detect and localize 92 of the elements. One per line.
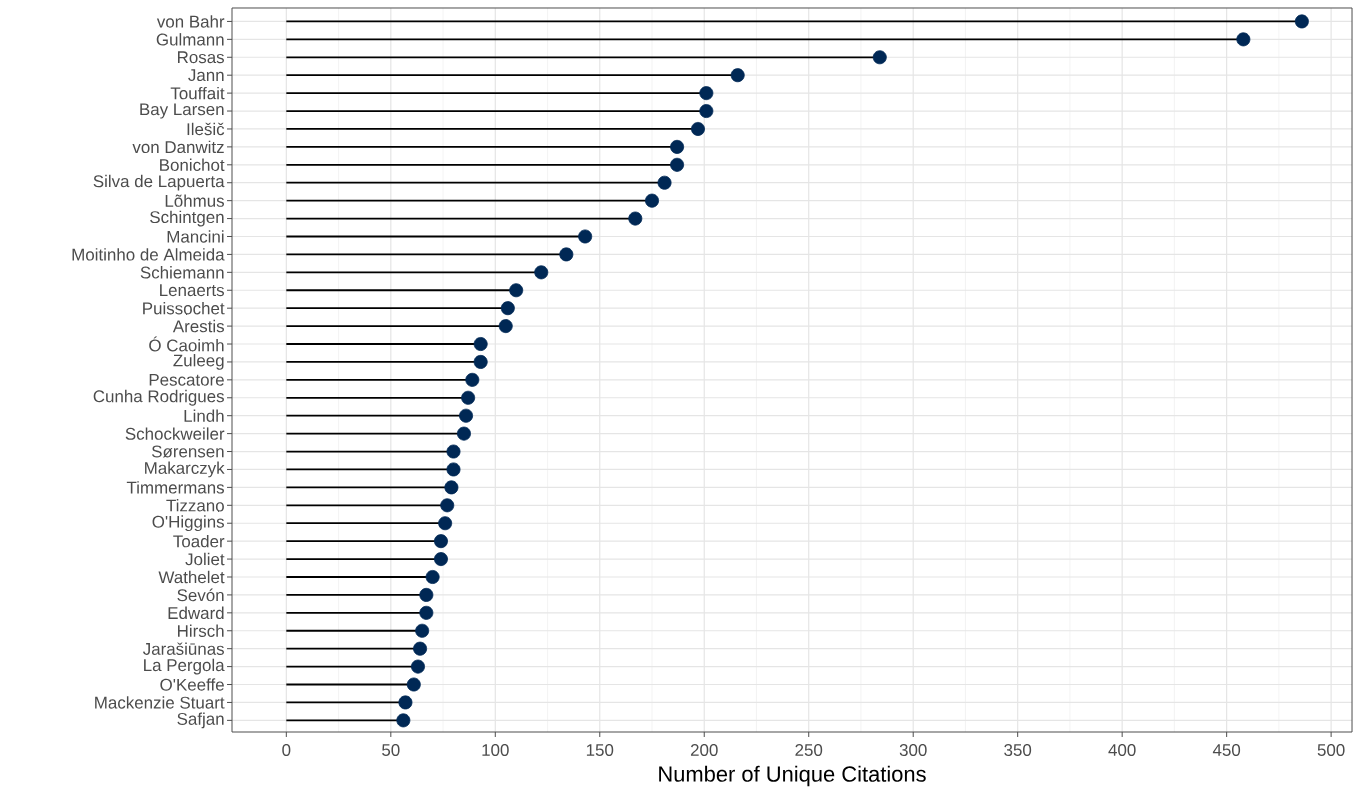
y-tick-label: Mackenzie Stuart	[95, 696, 225, 709]
point	[459, 408, 474, 423]
y-tick-label: Safjan	[177, 712, 224, 729]
y-tick-label: Moitinho de Almeida	[72, 248, 225, 261]
x-tick-label: 500	[1317, 744, 1345, 757]
x-tick-label: 300	[899, 744, 927, 757]
point	[657, 175, 672, 190]
point	[730, 68, 745, 83]
point	[691, 121, 705, 136]
y-tick-label: Sevón	[177, 588, 224, 602]
point	[578, 229, 593, 244]
point	[419, 587, 434, 602]
y-tick-label: Schiemann	[140, 266, 224, 279]
point	[446, 462, 461, 477]
y-tick-label: Cunha Rodrigues	[93, 389, 224, 406]
point	[699, 104, 714, 119]
y-tick-label: Lenaerts	[160, 284, 224, 297]
point	[872, 50, 887, 65]
y-tick-label: Rosas	[178, 51, 224, 64]
point	[456, 426, 471, 441]
y-tick-label: Lõhmus	[165, 194, 224, 207]
y-tick-label: Arestis	[172, 319, 224, 333]
point	[509, 283, 524, 298]
point	[413, 641, 428, 656]
y-tick-label: La Pergola	[144, 658, 225, 675]
y-tick-label: Lindh	[184, 409, 224, 422]
y-tick-label: Silva de Lapuerta	[93, 174, 225, 191]
point	[465, 372, 480, 387]
y-tick-label: Sørensen	[151, 445, 224, 458]
y-tick-label: Timmermans	[126, 481, 224, 494]
y-tick-label: O'Higgins	[152, 515, 224, 532]
point	[419, 605, 434, 620]
y-tick-label: Zuleeg	[173, 354, 224, 370]
y-tick-label: Tizzano	[166, 499, 224, 512]
y-tick-label: Hirsch	[178, 624, 224, 637]
y-tick-label: Makarczyk	[145, 461, 225, 478]
y-tick-label: Ó Caoimh	[149, 336, 224, 352]
point	[473, 337, 488, 351]
y-tick-label: Puissochet	[143, 301, 225, 315]
y-tick-label: Toader	[173, 534, 225, 548]
x-tick-label: 350	[1004, 744, 1032, 757]
point	[473, 354, 488, 369]
point	[406, 677, 421, 692]
point	[498, 319, 513, 334]
point	[398, 695, 413, 710]
x-tick-label: 50	[382, 744, 400, 757]
point	[438, 516, 453, 531]
y-tick-label: Joliet	[185, 552, 225, 566]
y-tick-label: Wathelet	[158, 570, 225, 584]
point	[534, 265, 549, 280]
y-tick-label: Jarašiūnas	[142, 642, 224, 655]
point	[425, 570, 440, 584]
y-tick-label: Schockweiler	[125, 427, 225, 440]
x-tick-label: 400	[1108, 744, 1136, 757]
x-tick-label: 100	[482, 744, 509, 757]
x-axis-title: Number of Unique Citations	[659, 765, 926, 787]
point	[645, 193, 659, 208]
point	[500, 301, 515, 316]
point	[411, 659, 425, 674]
point	[446, 444, 461, 459]
y-tick-label: Touffait	[170, 86, 225, 100]
y-tick-label: Edward	[168, 606, 224, 620]
x-tick-label: 0	[282, 744, 291, 757]
x-tick-label: 250	[795, 744, 823, 757]
point	[433, 534, 448, 549]
y-tick-label: von Danwitz	[132, 140, 224, 154]
x-tick-label: 450	[1212, 744, 1241, 757]
y-tick-label: Jann	[188, 69, 224, 82]
point	[670, 157, 685, 172]
x-tick-label: 150	[586, 744, 614, 757]
point	[1294, 14, 1309, 29]
y-tick-label: Bonichot	[160, 158, 225, 172]
y-tick-label: O'Keeffe	[160, 678, 224, 691]
point	[628, 211, 643, 226]
y-tick-label: Schintgen	[150, 210, 224, 227]
point	[461, 390, 476, 405]
y-tick-label: Ilešič	[187, 122, 225, 136]
point	[433, 552, 448, 567]
point	[670, 139, 685, 154]
point	[440, 498, 455, 513]
point	[559, 247, 574, 262]
y-tick-label: Bay Larsen	[140, 103, 224, 119]
point	[444, 480, 459, 495]
x-tick-label: 200	[690, 744, 718, 757]
point	[415, 623, 430, 638]
y-tick-label: Gulmann	[156, 33, 224, 46]
y-tick-label: Pescatore	[149, 373, 224, 386]
y-tick-label: Mancini	[167, 230, 224, 243]
point	[396, 713, 411, 728]
point	[1236, 32, 1251, 47]
y-tick-label: von Bahr	[156, 15, 225, 28]
point	[699, 86, 714, 101]
